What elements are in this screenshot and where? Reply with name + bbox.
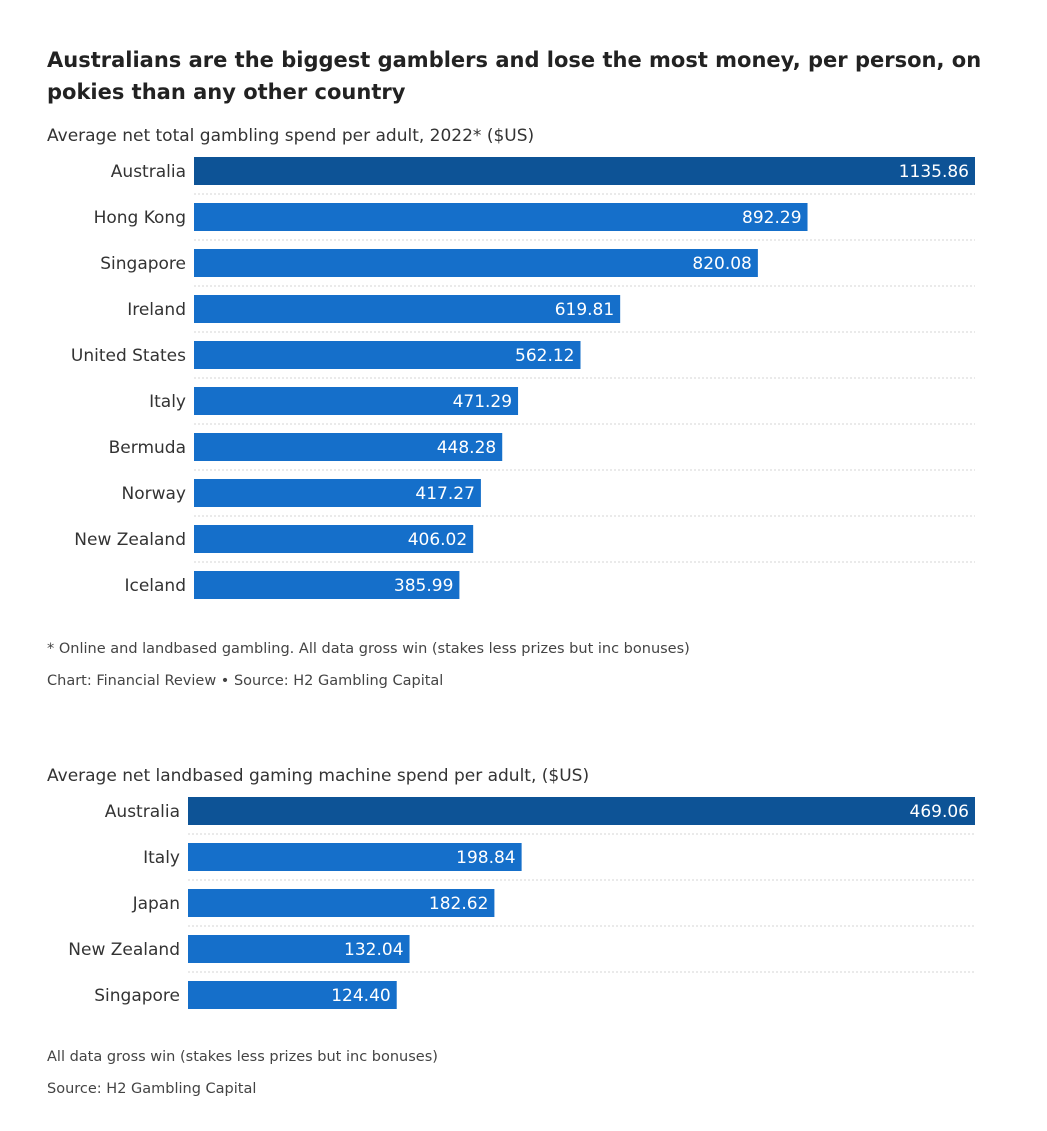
chart-1-bar-1 (194, 203, 808, 231)
chart-1-bar-9 (194, 571, 460, 599)
chart-1-value-label-1: 892.29 (742, 208, 801, 228)
chart-2-category-label-1: Italy (143, 848, 180, 868)
chart-1-bar-8 (194, 525, 474, 553)
chart-1-category-label-0: Australia (111, 162, 186, 182)
chart-1-category-label-4: United States (71, 346, 186, 366)
chart-1-bar-7 (194, 479, 481, 507)
chart-1-category-label-8: New Zealand (74, 530, 186, 550)
chart-1-value-label-9: 385.99 (394, 576, 453, 596)
chart-2-category-label-4: Singapore (94, 986, 180, 1006)
chart-1-category-label-3: Ireland (127, 300, 186, 320)
chart-1-category-label-2: Singapore (100, 254, 186, 274)
chart-1-value-label-8: 406.02 (408, 530, 467, 550)
chart-1: Australia 1135.86 Hong Kong 892.29 Singapore… (0, 157, 1047, 617)
chart-1-value-label-5: 471.29 (453, 392, 512, 412)
chart-2-category-label-2: Japan (132, 894, 180, 914)
chart-1-value-label-0: 1135.86 (899, 162, 969, 182)
chart-1-bar-0 (194, 157, 975, 185)
chart-1-svg: Australia 1135.86 Hong Kong 892.29 Singapore… (71, 157, 975, 599)
chart-1-bar-4 (194, 341, 581, 369)
chart-1-category-label-7: Norway (122, 484, 187, 504)
chart-1-category-label-5: Italy (149, 392, 186, 412)
chart-1-value-label-4: 562.12 (515, 346, 574, 366)
chart-2-value-label-1: 198.84 (456, 848, 515, 868)
chart-1-category-label-6: Bermuda (109, 438, 186, 458)
chart-1-value-label-3: 619.81 (555, 300, 614, 320)
chart-2-bar-1 (188, 843, 522, 871)
chart-2-bar-4 (188, 981, 397, 1009)
chart-1-bar-5 (194, 387, 519, 415)
chart-1-source: Chart: Financial Review • Source: H2 Gam… (47, 673, 444, 689)
chart-2-title: Average net landbased gaming machine spe… (47, 766, 590, 786)
chart-2-value-label-4: 124.40 (331, 986, 390, 1006)
chart-2-value-label-2: 182.62 (429, 894, 488, 914)
chart-1-value-label-6: 448.28 (437, 438, 496, 458)
chart-2-category-label-0: Australia (105, 802, 180, 822)
chart-2-bar-0 (188, 797, 975, 825)
chart-2: Australia 469.06 Italy 198.84 Japan 182.62 New… (0, 797, 1047, 1027)
chart-1-value-label-7: 417.27 (415, 484, 474, 504)
chart-1-bar-6 (194, 433, 503, 461)
chart-2-bar-2 (188, 889, 495, 917)
chart-headline: Australians are the biggest gamblers and… (47, 48, 982, 104)
chart-1-bar-2 (194, 249, 758, 277)
chart-2-svg: Australia 469.06 Italy 198.84 Japan 182.62 New… (68, 797, 975, 1009)
chart-2-value-label-3: 132.04 (344, 940, 403, 960)
chart-2-category-label-3: New Zealand (68, 940, 180, 960)
chart-2-footnote: All data gross win (stakes less prizes b… (47, 1049, 438, 1065)
chart-1-category-label-1: Hong Kong (94, 208, 186, 228)
chart-1-category-label-9: Iceland (124, 576, 186, 596)
chart-1-footnote: * Online and landbased gambling. All dat… (47, 641, 690, 657)
chart-2-source: Source: H2 Gambling Capital (47, 1081, 257, 1097)
chart-1-bar-3 (194, 295, 621, 323)
chart-2-bar-3 (188, 935, 410, 963)
chart-1-value-label-2: 820.08 (692, 254, 751, 274)
chart-2-value-label-0: 469.06 (910, 802, 969, 822)
chart-1-title: Average net total gambling spend per adu… (47, 126, 535, 146)
